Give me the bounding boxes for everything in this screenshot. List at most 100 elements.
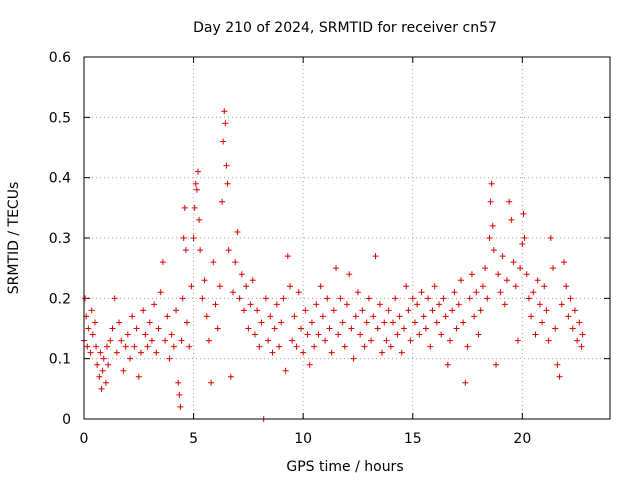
data-point bbox=[144, 343, 151, 350]
data-point bbox=[547, 235, 554, 241]
data-point bbox=[162, 337, 169, 344]
data-point bbox=[506, 198, 513, 205]
data-point bbox=[361, 343, 368, 350]
x-axis-ticks: 0 5 10 15 20 bbox=[80, 57, 531, 447]
data-point bbox=[503, 277, 510, 284]
data-point bbox=[91, 319, 98, 326]
data-point bbox=[129, 313, 136, 320]
data-point bbox=[563, 283, 570, 290]
data-point bbox=[258, 319, 265, 326]
data-point bbox=[168, 331, 175, 338]
data-point bbox=[567, 295, 574, 302]
data-point bbox=[269, 349, 276, 356]
data-point bbox=[214, 325, 221, 332]
data-point bbox=[579, 331, 586, 338]
data-point bbox=[186, 343, 193, 350]
data-point bbox=[414, 301, 421, 308]
data-point bbox=[262, 295, 269, 302]
data-point bbox=[240, 307, 247, 314]
data-point bbox=[164, 313, 171, 320]
data-point bbox=[328, 349, 335, 356]
data-point bbox=[222, 120, 229, 127]
data-point bbox=[140, 307, 147, 314]
x-tick-label: 0 bbox=[80, 431, 89, 447]
data-point bbox=[523, 271, 530, 278]
data-point bbox=[455, 301, 462, 308]
data-point bbox=[326, 325, 333, 332]
data-point bbox=[489, 222, 496, 229]
data-point bbox=[429, 307, 436, 314]
data-point bbox=[530, 289, 537, 296]
data-point bbox=[471, 313, 478, 320]
data-point bbox=[216, 283, 223, 290]
data-point bbox=[84, 343, 91, 350]
x-tick-label: 5 bbox=[189, 431, 198, 447]
data-point bbox=[497, 289, 504, 296]
data-point bbox=[348, 325, 355, 332]
data-point bbox=[99, 367, 106, 374]
data-point bbox=[387, 343, 394, 350]
data-point bbox=[541, 283, 548, 290]
data-point bbox=[449, 307, 456, 314]
data-point bbox=[475, 331, 482, 338]
data-point bbox=[234, 228, 241, 235]
x-tick-label: 10 bbox=[294, 431, 312, 447]
data-point bbox=[495, 271, 502, 278]
x-tick-label: 15 bbox=[404, 431, 422, 447]
data-point bbox=[534, 277, 541, 284]
data-point bbox=[184, 319, 191, 326]
data-point bbox=[212, 301, 219, 308]
data-point bbox=[131, 343, 138, 350]
data-point bbox=[181, 204, 188, 211]
data-point bbox=[453, 325, 460, 332]
data-point bbox=[176, 391, 183, 398]
data-point bbox=[238, 271, 245, 278]
data-point bbox=[113, 349, 120, 356]
data-point bbox=[208, 379, 215, 386]
data-point bbox=[578, 343, 585, 350]
data-point bbox=[330, 307, 337, 314]
data-point bbox=[322, 337, 329, 344]
data-point bbox=[180, 235, 187, 241]
data-point bbox=[354, 289, 361, 296]
data-point bbox=[525, 295, 532, 302]
data-point bbox=[247, 301, 254, 308]
data-point bbox=[245, 325, 252, 332]
data-point bbox=[271, 325, 278, 332]
data-point bbox=[433, 319, 440, 326]
data-point bbox=[466, 295, 473, 302]
data-point bbox=[170, 343, 177, 350]
data-point bbox=[490, 247, 497, 254]
data-point bbox=[411, 319, 418, 326]
data-point bbox=[451, 289, 458, 296]
chart-title: Day 210 of 2024, SRMTID for receiver cn5… bbox=[193, 20, 497, 36]
data-point bbox=[311, 343, 318, 350]
data-point bbox=[385, 307, 392, 314]
data-point bbox=[418, 289, 425, 296]
data-point bbox=[407, 337, 414, 344]
data-point bbox=[341, 343, 348, 350]
data-point bbox=[284, 253, 291, 260]
data-point bbox=[390, 319, 397, 326]
data-point bbox=[574, 337, 581, 344]
data-point bbox=[193, 186, 200, 193]
data-point bbox=[254, 307, 261, 314]
data-point bbox=[105, 361, 112, 368]
data-point bbox=[460, 319, 467, 326]
data-point bbox=[333, 265, 340, 272]
data-point bbox=[205, 337, 212, 344]
data-point bbox=[381, 319, 388, 326]
data-point bbox=[256, 343, 263, 350]
data-point bbox=[400, 325, 407, 332]
x-tick-label: 20 bbox=[513, 431, 531, 447]
data-point bbox=[203, 313, 210, 320]
data-point bbox=[210, 259, 217, 266]
grid-lines bbox=[84, 57, 610, 419]
data-point bbox=[249, 277, 256, 284]
data-point bbox=[192, 180, 199, 187]
data-point bbox=[346, 271, 353, 278]
data-point bbox=[425, 295, 432, 302]
data-point bbox=[501, 301, 508, 308]
data-point bbox=[223, 162, 230, 169]
data-point bbox=[173, 307, 180, 314]
